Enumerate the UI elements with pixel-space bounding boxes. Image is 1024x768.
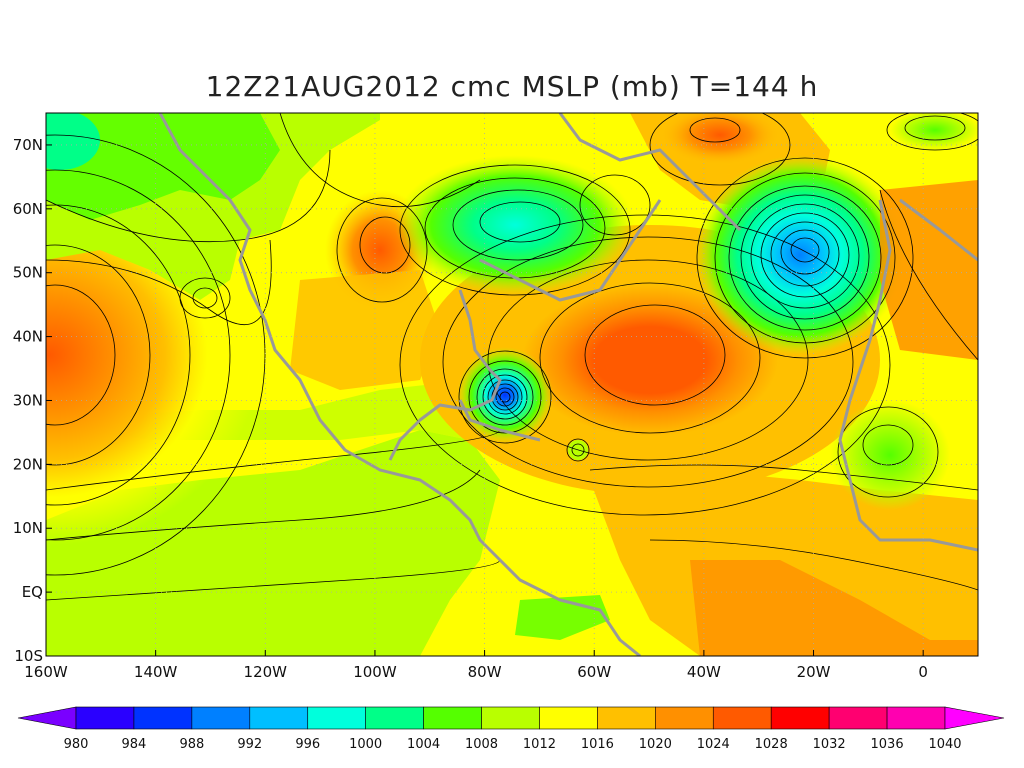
other-isobars: [46, 113, 978, 601]
y-tick-label: 40N: [13, 328, 43, 346]
colorbar-swatch: [597, 706, 656, 730]
x-tick-label: 140W: [134, 663, 178, 681]
x-tick-label: 160W: [24, 663, 68, 681]
colorbar-low-arrow: [17, 706, 77, 730]
y-tick-label: 50N: [13, 264, 43, 282]
x-tick-label: 40W: [687, 663, 721, 681]
colorbar-swatch: [133, 706, 193, 730]
colorbar-label: 988: [179, 737, 204, 752]
colorbar-swatch: [828, 706, 888, 730]
pacific-high-isobars: [46, 134, 266, 576]
x-tick-label: 20W: [797, 663, 831, 681]
colorbar-swatch: [191, 706, 251, 730]
colorbar-swatch: [481, 706, 540, 730]
colorbar-label: 1024: [697, 737, 730, 752]
colorbar-swatch: [249, 706, 309, 730]
y-tick-label: 60N: [13, 200, 43, 218]
y-tick-label: 10S: [14, 647, 43, 665]
colorbar-label: 1008: [465, 737, 498, 752]
colorbar-swatch: [655, 706, 714, 730]
colorbar-swatch: [886, 706, 946, 730]
y-tick-label: 30N: [13, 391, 43, 409]
colorbar-swatch: [307, 706, 366, 730]
y-tick-label: 20N: [13, 455, 43, 473]
colorbar-label: 1036: [871, 737, 904, 752]
colorbar-high-arrow: [944, 706, 1005, 730]
colorbar-label: 1012: [523, 737, 556, 752]
colorbar-label: 1004: [407, 737, 440, 752]
colorbar-label: 1040: [928, 737, 961, 752]
subtropical-high-isobars: [399, 214, 891, 516]
pressure-field: [46, 113, 978, 656]
colorbar-swatch: [539, 706, 598, 730]
colorbar-swatch: [712, 706, 772, 730]
colorbar-label: 992: [237, 737, 262, 752]
x-axis-ticks: 160W 140W 120W 100W 80W 60W 40W 20W 0: [24, 650, 928, 681]
colorbar-label: 1016: [581, 737, 614, 752]
y-tick-label: 70N: [13, 136, 43, 154]
colorbar-label: 984: [122, 737, 147, 752]
y-axis-ticks: 70N 60N 50N 40N 30N 20N 10N EQ 10S: [13, 136, 52, 665]
colorbar-swatch: [423, 706, 482, 730]
hurricane-isobars: [458, 350, 552, 444]
x-tick-label: 60W: [577, 663, 611, 681]
colorbar-swatch: [365, 706, 424, 730]
x-tick-label: 80W: [468, 663, 502, 681]
colorbar: 980 984 988 992 996 1000 1004 1008 1012 1016 1020 1…: [17, 706, 1005, 752]
coastlines: [158, 113, 978, 656]
colorbar-label: 1000: [349, 737, 382, 752]
colorbar-label: 1032: [813, 737, 846, 752]
x-tick-label: 100W: [353, 663, 397, 681]
iceland-low-isobars: [696, 157, 914, 359]
colorbar-label: 996: [295, 737, 320, 752]
colorbar-swatch: [770, 706, 830, 730]
x-tick-label: 120W: [244, 663, 288, 681]
y-tick-label: EQ: [22, 583, 43, 601]
lat-lon-grid: [46, 113, 978, 656]
y-tick-label: 10N: [13, 519, 43, 537]
x-tick-label: 0: [918, 663, 928, 681]
colorbar-swatch: [75, 706, 135, 730]
plot-frame: [45, 112, 979, 657]
isobars: [46, 113, 978, 601]
colorbar-label: 1028: [755, 737, 788, 752]
map-title: 12Z21AUG2012 cmc MSLP (mb) T=144 h: [205, 70, 819, 103]
colorbar-label: 980: [64, 737, 89, 752]
colorbar-label: 1020: [639, 737, 672, 752]
